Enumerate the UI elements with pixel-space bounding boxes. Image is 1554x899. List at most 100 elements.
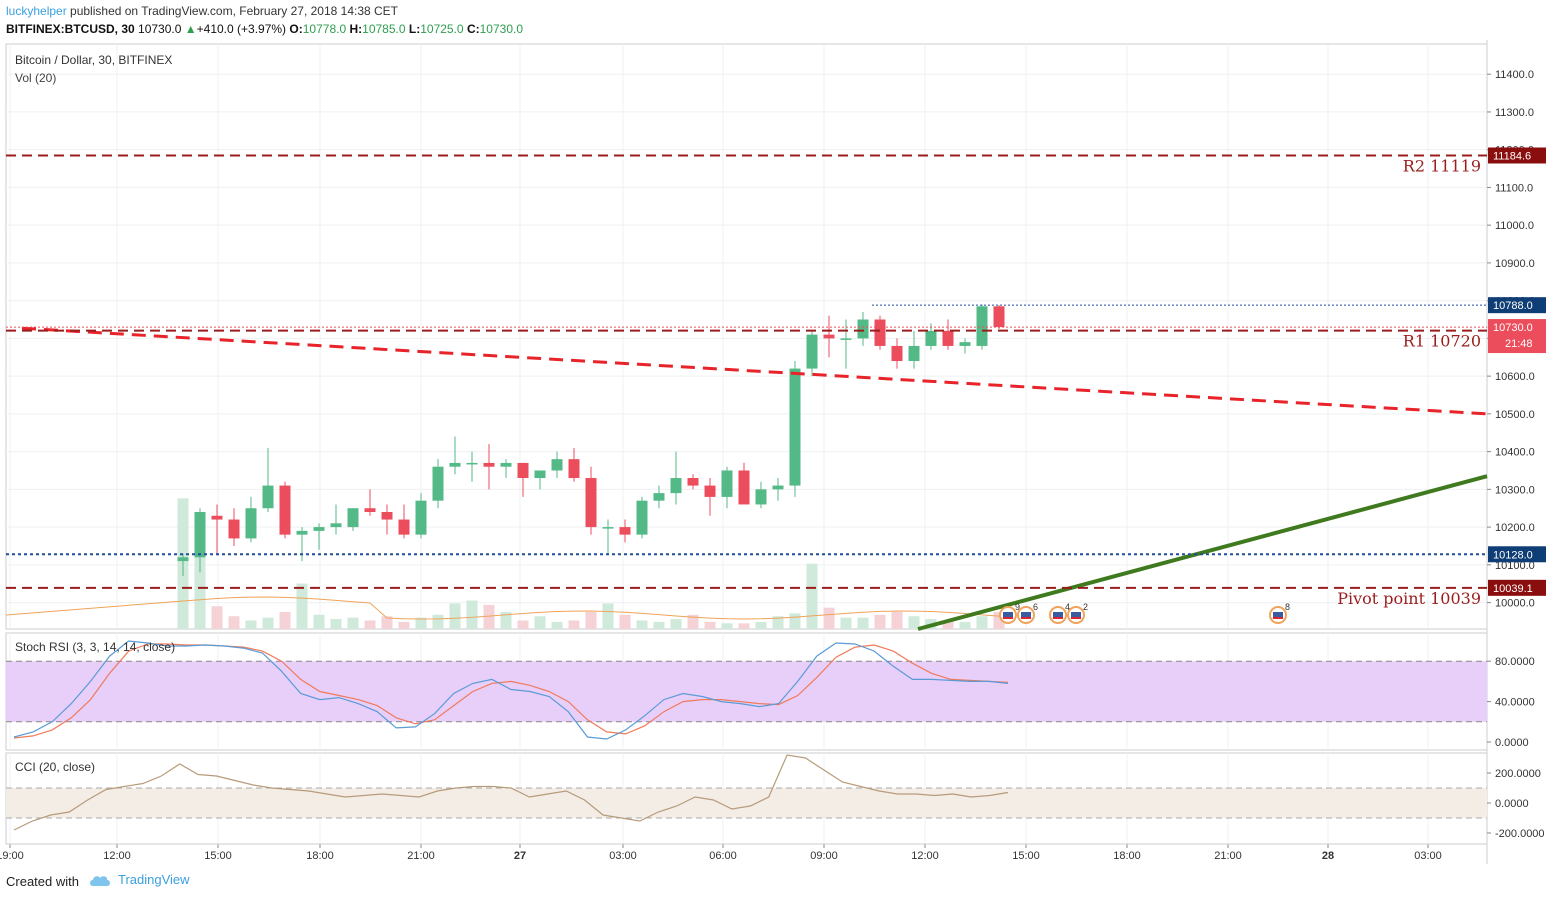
- economic-event-icon: 2: [1067, 602, 1088, 624]
- level-tag-label-r2: 11184.6: [1493, 150, 1531, 162]
- candle-body: [347, 508, 359, 528]
- volume-bar: [568, 620, 580, 629]
- candle-body: [772, 485, 784, 490]
- level-tag-label-pivot: 10039.1: [1493, 583, 1533, 595]
- candle-body: [806, 334, 818, 369]
- volume-bar: [483, 604, 495, 629]
- level-tag-r2: [1488, 147, 1546, 164]
- x-tick-label: 19:00: [0, 850, 24, 862]
- candle-body: [636, 500, 648, 535]
- volume-bar: [857, 617, 869, 629]
- candle-body: [449, 462, 461, 467]
- candle-body: [925, 330, 937, 346]
- volume-bar: [908, 616, 920, 629]
- price-tick-label: 11000.0: [1495, 220, 1534, 232]
- candle-body: [670, 478, 682, 494]
- x-tick-label: 15:00: [1012, 850, 1040, 862]
- volume-bar: [466, 600, 478, 629]
- candle-body: [993, 306, 1005, 328]
- support-trend-line: [917, 474, 1488, 631]
- volume-bar: [619, 614, 631, 629]
- author-link[interactable]: luckyhelper: [6, 4, 67, 18]
- candle-body: [177, 557, 189, 562]
- last-price: 10730.0: [138, 22, 182, 36]
- volume-bar: [636, 620, 648, 629]
- cci-tick-label: 0.0000: [1495, 798, 1529, 810]
- low-label: L:: [408, 22, 421, 36]
- open-label: O:: [289, 22, 303, 36]
- x-tick-label: 09:00: [810, 850, 838, 862]
- high-price-tag: [1488, 297, 1546, 314]
- published-text: published on TradingView.com, February 2…: [66, 4, 399, 18]
- volume-bar: [585, 611, 597, 629]
- candle-body: [296, 530, 308, 535]
- price-tick-label: 10100.0: [1495, 560, 1535, 572]
- volume-bar: [347, 617, 359, 629]
- candle-body: [721, 470, 733, 497]
- candle-body: [789, 368, 801, 486]
- price-tick-label: 11400.0: [1495, 69, 1534, 81]
- open-value: 10778.0: [302, 22, 347, 36]
- candle-body: [228, 519, 240, 539]
- cci-band-fill: [6, 788, 1487, 818]
- candle-body: [908, 345, 920, 362]
- volume-bar: [653, 621, 665, 629]
- candle-body: [500, 462, 512, 467]
- volume-bar: [194, 550, 206, 629]
- volume-bar: [517, 620, 529, 629]
- last-price-tag: [1488, 319, 1546, 354]
- volume-ma-line: [5, 596, 1000, 620]
- candle-body: [840, 338, 852, 340]
- support-price-tag-label: 10128.0: [1493, 549, 1533, 561]
- x-tick-label: 27: [514, 850, 526, 862]
- high-label: H:: [349, 22, 363, 36]
- candle-body: [585, 478, 597, 528]
- candle-body: [653, 493, 665, 501]
- publish-header: luckyhelper published on TradingView.com…: [0, 0, 1554, 40]
- tradingview-brand[interactable]: TradingView: [88, 872, 190, 887]
- candle-body: [398, 519, 410, 535]
- x-tick-label: 21:00: [407, 850, 435, 862]
- volume-bar: [279, 611, 291, 629]
- price-tick-label: 10400.0: [1495, 447, 1535, 459]
- stoch-k-line: [13, 640, 1009, 740]
- candle-body: [891, 345, 903, 362]
- cci-label: CCI (20, close): [15, 760, 95, 774]
- flag-canton: [1003, 612, 1013, 618]
- candle-body: [211, 515, 223, 520]
- volume-bar: [721, 623, 733, 629]
- price-change: +410.0 (+3.97%): [196, 22, 287, 36]
- flag-canton: [1071, 612, 1081, 618]
- low-value: 10725.0: [420, 22, 464, 36]
- stoch-rsi-label: Stoch RSI (3, 3, 14, 14, close): [15, 640, 175, 654]
- candle-body: [704, 485, 716, 497]
- volume-bar: [228, 616, 240, 629]
- x-tick-label: 12:00: [911, 850, 939, 862]
- chart-area[interactable]: 19:00 12:00 15:00 18:00 21:00 27 03:00 06:00 09:…: [0, 40, 1554, 864]
- event-count-badge: 8: [1285, 602, 1290, 612]
- flag-canton: [1021, 612, 1031, 618]
- economic-event-icon: 6: [1017, 602, 1038, 624]
- footer: Created with TradingView: [0, 864, 1554, 899]
- price-tick-label: 10900.0: [1495, 258, 1535, 270]
- cci-tick-label: -200.0000: [1495, 828, 1545, 840]
- event-count-badge: 4: [1065, 602, 1070, 612]
- price-tick-label: 10600.0: [1495, 371, 1535, 383]
- price-tick-label: 10000.0: [1495, 598, 1535, 610]
- last-price-tag-label: 10730.0: [1493, 322, 1533, 334]
- volume-bar: [670, 619, 682, 629]
- volume-bar: [313, 614, 325, 629]
- volume-bar: [789, 613, 801, 629]
- economic-event-icon: 8: [1269, 602, 1290, 624]
- x-tick-label: 03:00: [609, 850, 637, 862]
- candle-body: [755, 489, 767, 505]
- volume-bar: [534, 616, 546, 629]
- candle-body: [976, 306, 988, 346]
- volume-bar: [398, 621, 410, 629]
- x-tick-label: 21:00: [1214, 850, 1242, 862]
- price-tick-label: 10300.0: [1495, 484, 1535, 496]
- candle-body: [245, 508, 257, 539]
- volume-indicator-label: Vol (20): [15, 71, 56, 85]
- cci-tick-label: 200.0000: [1495, 768, 1541, 780]
- candle-body: [483, 462, 495, 467]
